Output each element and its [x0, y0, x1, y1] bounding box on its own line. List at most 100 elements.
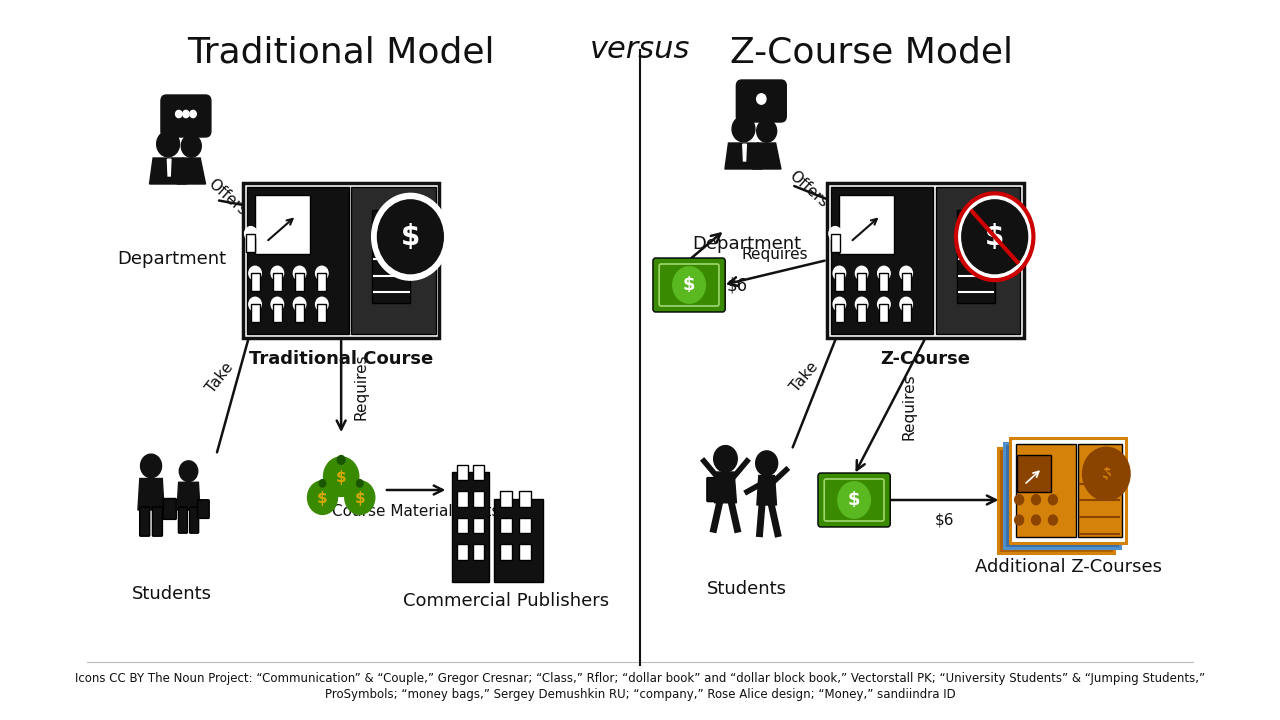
Circle shape	[248, 266, 261, 280]
Circle shape	[878, 297, 890, 311]
Circle shape	[344, 481, 375, 514]
FancyBboxPatch shape	[296, 274, 305, 292]
Text: Department: Department	[116, 250, 227, 268]
Circle shape	[179, 461, 197, 482]
FancyBboxPatch shape	[317, 305, 326, 323]
Text: versus: versus	[590, 35, 690, 64]
FancyBboxPatch shape	[518, 491, 531, 507]
Text: $: $	[847, 491, 860, 509]
Text: Additional Z-Courses: Additional Z-Courses	[974, 558, 1162, 576]
FancyBboxPatch shape	[858, 274, 867, 292]
Circle shape	[189, 110, 196, 117]
Circle shape	[271, 297, 284, 311]
Text: Icons CC BY The Noun Project: “Communication” & “Couple,” Gregor Cresnar; “Class: Icons CC BY The Noun Project: “Communica…	[76, 672, 1204, 685]
FancyBboxPatch shape	[474, 491, 484, 507]
FancyBboxPatch shape	[457, 518, 468, 533]
FancyBboxPatch shape	[273, 305, 282, 323]
Text: Take: Take	[787, 359, 820, 395]
Text: $: $	[682, 276, 695, 294]
FancyBboxPatch shape	[818, 473, 890, 527]
FancyBboxPatch shape	[659, 264, 719, 306]
Text: ProSymbols; “money bags,” Sergey Demushkin RU; “company,” Rose Alice design; “Mo: ProSymbols; “money bags,” Sergey Demushk…	[325, 688, 955, 701]
Circle shape	[714, 446, 737, 472]
Circle shape	[244, 227, 257, 240]
FancyBboxPatch shape	[273, 274, 282, 292]
FancyBboxPatch shape	[494, 499, 543, 582]
FancyBboxPatch shape	[474, 544, 484, 559]
FancyBboxPatch shape	[840, 195, 895, 254]
FancyBboxPatch shape	[372, 210, 411, 303]
Text: Offers: Offers	[786, 168, 831, 211]
Circle shape	[878, 266, 890, 280]
FancyBboxPatch shape	[1078, 444, 1121, 536]
FancyBboxPatch shape	[317, 274, 326, 292]
Circle shape	[293, 266, 306, 280]
FancyBboxPatch shape	[457, 491, 468, 507]
FancyBboxPatch shape	[452, 472, 489, 582]
FancyBboxPatch shape	[197, 500, 209, 518]
Polygon shape	[724, 143, 762, 169]
FancyBboxPatch shape	[178, 507, 187, 534]
FancyBboxPatch shape	[827, 182, 1024, 338]
FancyBboxPatch shape	[879, 274, 888, 292]
Circle shape	[1048, 515, 1057, 525]
Circle shape	[855, 297, 868, 311]
Circle shape	[293, 297, 306, 311]
FancyBboxPatch shape	[901, 274, 910, 292]
Polygon shape	[742, 144, 746, 161]
Circle shape	[357, 480, 364, 487]
Text: Department: Department	[692, 235, 801, 253]
FancyBboxPatch shape	[296, 305, 305, 323]
Circle shape	[763, 95, 764, 97]
FancyBboxPatch shape	[707, 477, 718, 502]
Text: $6: $6	[934, 513, 955, 528]
Polygon shape	[177, 482, 200, 510]
FancyBboxPatch shape	[164, 498, 177, 519]
FancyBboxPatch shape	[835, 274, 844, 292]
FancyBboxPatch shape	[500, 518, 512, 533]
Text: Traditional Course: Traditional Course	[250, 350, 433, 368]
Circle shape	[337, 456, 346, 464]
Circle shape	[316, 297, 328, 311]
FancyBboxPatch shape	[474, 465, 484, 480]
FancyBboxPatch shape	[1010, 438, 1126, 542]
Circle shape	[1083, 448, 1129, 500]
Circle shape	[758, 95, 760, 97]
Text: Offers: Offers	[205, 176, 250, 218]
FancyBboxPatch shape	[997, 448, 1114, 552]
FancyBboxPatch shape	[152, 507, 163, 536]
Circle shape	[182, 135, 201, 157]
Text: $: $	[335, 470, 347, 485]
Circle shape	[316, 266, 328, 280]
Circle shape	[1048, 495, 1057, 505]
Text: Students: Students	[132, 585, 211, 603]
FancyBboxPatch shape	[500, 544, 512, 559]
FancyBboxPatch shape	[956, 210, 995, 303]
Circle shape	[324, 457, 358, 497]
FancyBboxPatch shape	[1004, 443, 1120, 547]
Text: $6: $6	[727, 276, 748, 294]
FancyBboxPatch shape	[858, 305, 867, 323]
FancyBboxPatch shape	[518, 518, 531, 533]
FancyBboxPatch shape	[246, 233, 255, 251]
Circle shape	[319, 480, 326, 487]
FancyBboxPatch shape	[835, 305, 844, 323]
Polygon shape	[753, 143, 781, 169]
Text: Requires: Requires	[742, 247, 809, 262]
Circle shape	[1032, 495, 1041, 505]
Polygon shape	[714, 472, 736, 503]
FancyBboxPatch shape	[736, 80, 786, 122]
Circle shape	[755, 451, 778, 475]
FancyBboxPatch shape	[1015, 444, 1076, 536]
Polygon shape	[756, 475, 777, 505]
Circle shape	[673, 266, 705, 303]
Circle shape	[900, 297, 913, 311]
Circle shape	[1015, 495, 1024, 505]
FancyBboxPatch shape	[457, 465, 468, 480]
Circle shape	[248, 297, 261, 311]
FancyBboxPatch shape	[189, 507, 198, 534]
Text: Z-Course: Z-Course	[881, 350, 970, 368]
Text: Commercial Publishers: Commercial Publishers	[403, 592, 609, 610]
Circle shape	[378, 200, 443, 274]
Text: $: $	[355, 491, 365, 506]
